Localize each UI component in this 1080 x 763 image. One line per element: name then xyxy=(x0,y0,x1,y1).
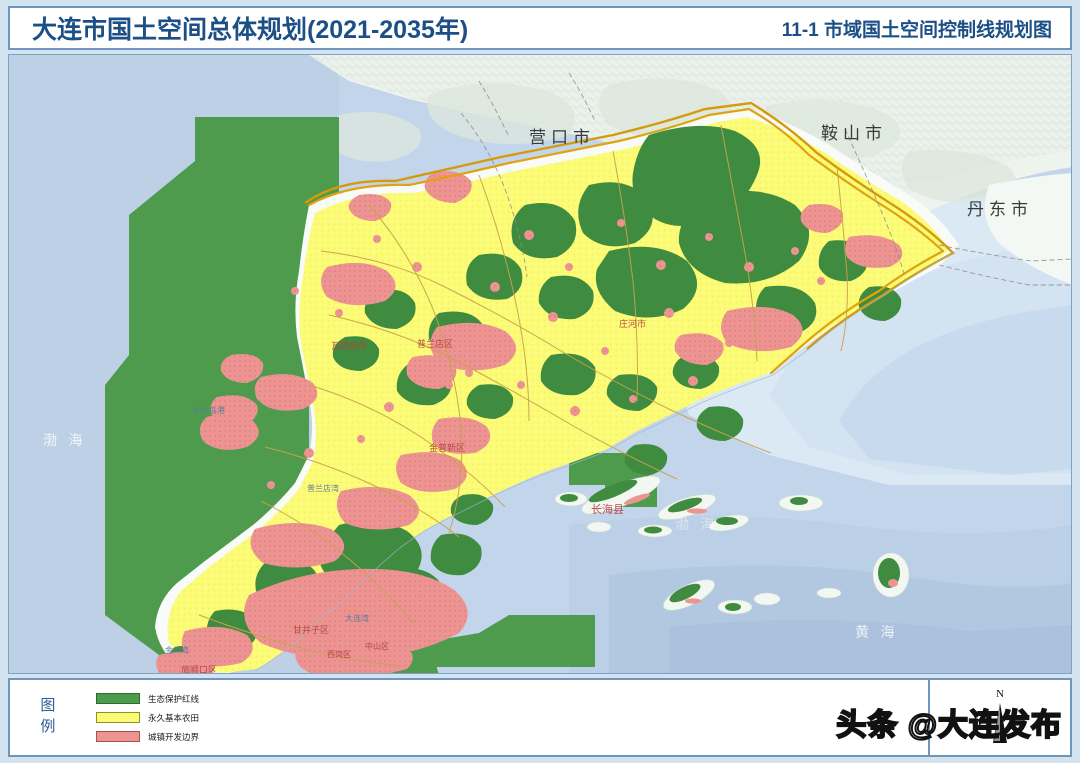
compass-rose: N xyxy=(980,687,1020,746)
district-label: 金普新区 xyxy=(429,442,465,453)
sea-label: 渤 海 xyxy=(675,517,719,533)
legend-label: 城镇开发边界 xyxy=(148,731,200,742)
bay-label: 普兰店湾 xyxy=(307,483,339,493)
legend-item-urban-development-boundary[interactable]: 城镇开发边界 xyxy=(96,731,199,743)
title-bar: 大连市国土空间总体规划(2021-2035年) 11-1 市域国土空间控制线规划… xyxy=(8,6,1072,50)
district-label: 甘井子区 xyxy=(293,624,329,635)
neighbor-city-label: 鞍山市 xyxy=(821,124,887,143)
bottom-bar: 图例 生态保护红线 永久基本农田 城镇开发边界 N xyxy=(8,678,1072,757)
ecological-redline-land-patches xyxy=(166,125,902,673)
bay-label: 金州湾 xyxy=(165,645,189,655)
roads xyxy=(198,124,848,666)
legend-title-box: 图例 xyxy=(8,678,82,757)
district-label: 长海县 xyxy=(591,502,624,516)
legend-items: 生态保护红线 永久基本农田 城镇开发边界 xyxy=(96,693,199,743)
district-label: 庄河市 xyxy=(619,318,646,329)
district-label: 旅顺口区 xyxy=(181,664,217,674)
neighbor-city-label: 营口市 xyxy=(529,128,595,147)
coastline xyxy=(254,252,954,672)
bay-label: 大连湾 xyxy=(345,613,369,623)
legend-item-ecological-protection-redline[interactable]: 生态保护红线 xyxy=(96,693,199,705)
railways xyxy=(460,72,1071,286)
legend-heading: 图例 xyxy=(38,696,55,739)
sea-labels: 渤 海 黄 海 渤 海 xyxy=(43,433,899,641)
svg-text:·: · xyxy=(479,227,481,232)
compass-north-label: N xyxy=(996,687,1004,700)
legend-label: 永久基本农田 xyxy=(148,712,200,723)
city-boundary-outer xyxy=(304,101,956,350)
changhai-archipelago xyxy=(554,475,910,615)
bay-labels: 普兰店湾 大连湾 金州湾 长兴岛港 xyxy=(165,405,369,655)
urban-development-boundary-layer xyxy=(156,171,903,673)
compass-needle-highlight-icon xyxy=(994,704,1000,741)
neighbor-city-labels: 营口市 鞍山市 丹东市 xyxy=(529,124,1033,219)
legend-swatch-green xyxy=(96,693,140,704)
svg-text:·: · xyxy=(627,213,629,218)
page-title: 大连市国土空间总体规划(2021-2035年) xyxy=(32,16,469,44)
district-label: 中山区 xyxy=(365,641,389,651)
sheet-title: 11-1 市域国土空间控制线规划图 xyxy=(781,19,1052,41)
map-svg: 营口市 鞍山市 丹东市 渤 海 黄 海 渤 海 普兰店区 瓦房店市 庄河市 xyxy=(9,55,1071,674)
map-canvas[interactable]: 营口市 鞍山市 丹东市 渤 海 黄 海 渤 海 普兰店区 瓦房店市 庄河市 xyxy=(8,54,1072,674)
neighbor-city-label: 丹东市 xyxy=(967,200,1033,219)
sea-label: 黄 海 xyxy=(855,624,899,641)
administrative-boundary xyxy=(307,107,945,375)
compass-box: N xyxy=(930,678,1072,757)
map-labels: 营口市 鞍山市 丹东市 渤 海 黄 海 渤 海 普兰店区 瓦房店市 庄河市 xyxy=(43,124,1033,674)
legend-swatch-yellow xyxy=(96,712,140,723)
sea-label: 渤 海 xyxy=(43,433,87,449)
bay-label: 长兴岛港 xyxy=(193,405,225,415)
legend-swatch-pink xyxy=(96,731,140,742)
legend-box: 生态保护红线 永久基本农田 城镇开发边界 xyxy=(82,678,930,757)
svg-text:·: · xyxy=(549,259,551,264)
map-layers: 营口市 鞍山市 丹东市 渤 海 黄 海 渤 海 普兰店区 瓦房店市 庄河市 xyxy=(9,55,1071,674)
legend-label: 生态保护红线 xyxy=(148,693,200,704)
district-label: 普兰店区 xyxy=(417,338,453,349)
district-label: 西岗区 xyxy=(327,650,351,659)
bathymetry-bands xyxy=(569,175,1071,673)
legend-item-permanent-basic-farmland[interactable]: 永久基本农田 xyxy=(96,712,199,724)
minor-place-marks: · · · · xyxy=(479,213,711,264)
svg-text:·: · xyxy=(709,247,711,252)
district-label: 瓦房店市 xyxy=(331,340,367,351)
district-labels: 普兰店区 瓦房店市 庄河市 金普新区 长海县 旅顺口区 甘井子区 西岗区 中山区 xyxy=(181,318,646,674)
